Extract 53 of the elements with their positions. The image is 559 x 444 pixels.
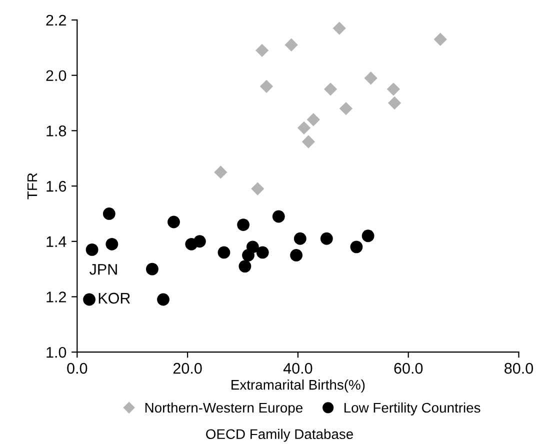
point	[193, 235, 206, 248]
point	[83, 293, 96, 306]
point	[332, 22, 346, 35]
x-axis-title: Extramarital Births(%)	[232, 380, 365, 392]
point	[238, 260, 252, 273]
point	[157, 293, 170, 306]
point	[260, 80, 274, 93]
y-tick-label: 2.2	[46, 14, 66, 26]
point	[324, 82, 338, 96]
point	[237, 218, 250, 231]
point	[218, 246, 230, 259]
point	[251, 182, 264, 196]
point	[290, 249, 302, 262]
y-tick-label: 1.0	[46, 346, 66, 358]
point	[106, 238, 118, 250]
annotation: JPN	[90, 264, 117, 275]
y-axis-title: TFR	[27, 173, 38, 200]
point	[339, 102, 353, 116]
point	[168, 216, 180, 228]
x-tick-label: 40.0	[283, 362, 312, 374]
point	[388, 96, 402, 110]
y-tick-label: 1.8	[46, 126, 66, 136]
point	[294, 232, 306, 245]
point	[362, 230, 374, 242]
point	[256, 246, 269, 259]
y-tick-label: 1.6	[46, 180, 66, 192]
point	[302, 135, 316, 148]
point	[86, 243, 98, 256]
point	[284, 38, 298, 52]
point	[434, 32, 447, 46]
legend-label: Low Fertility Countries	[344, 402, 480, 416]
point	[386, 82, 400, 96]
legend-label: Northern-Western Europe	[145, 402, 302, 416]
x-tick-label: 60.0	[394, 362, 423, 374]
x-tick-label: 80.0	[504, 362, 534, 374]
x-tick-label: 0.0	[67, 362, 88, 374]
point	[255, 44, 269, 58]
point	[350, 240, 363, 254]
point	[246, 240, 259, 254]
annotation: KOR	[98, 292, 130, 304]
point	[297, 121, 311, 135]
text: OECD Family Database	[206, 428, 353, 442]
point	[320, 232, 333, 245]
y-tick-label: 2.0	[46, 70, 66, 82]
x-tick-label: 20.0	[173, 362, 202, 374]
point	[214, 166, 228, 179]
point	[102, 208, 116, 220]
y-tick-label: 1.2	[46, 292, 66, 302]
point	[364, 72, 378, 85]
point	[146, 262, 158, 276]
point	[306, 113, 320, 126]
point	[272, 210, 285, 223]
y-tick-label: 1.4	[46, 236, 66, 247]
